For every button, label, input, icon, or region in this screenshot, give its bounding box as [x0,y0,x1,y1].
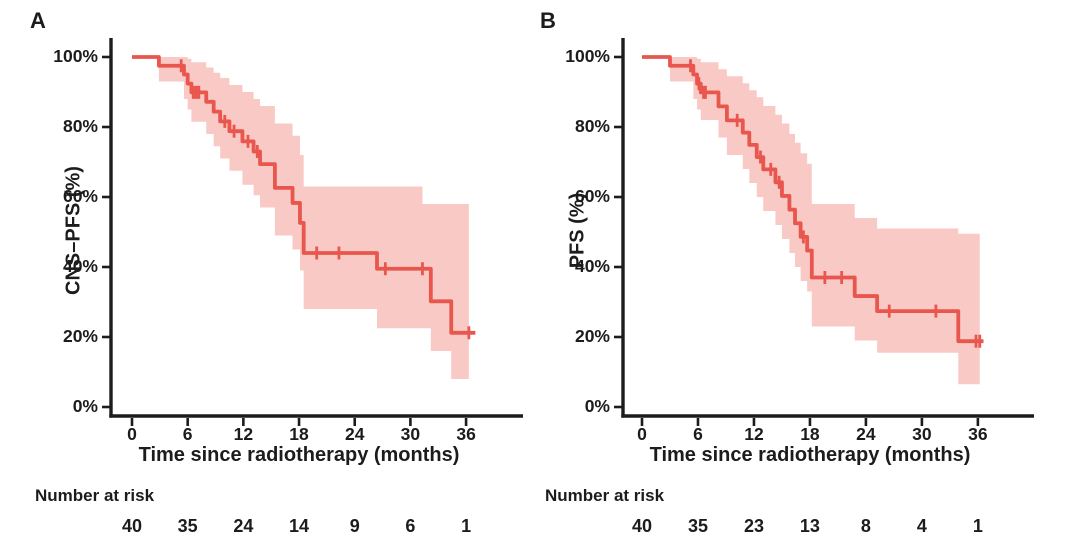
panel-a-letter: A [30,8,46,33]
x-tick-label: 12 [744,424,764,444]
y-tick-label: 100% [53,46,98,66]
km-plot-a [102,38,523,426]
x-tick-label: 6 [693,424,703,444]
risk-count: 35 [687,516,708,536]
y-tick-label: 60% [574,186,610,206]
confidence-band [669,57,980,385]
x-tick-label: 30 [400,424,421,444]
km-plot-b [614,38,1034,426]
x-tick-label: 36 [968,424,988,444]
risk-count: 23 [743,516,764,536]
risk-count: 35 [177,516,198,536]
risk-count: 13 [799,516,820,536]
km-panel-a: A CNS–PFS (%) Time since radiotherapy (m… [30,8,523,536]
panel-b-letter: B [540,8,556,33]
panel-b-risk-table-label: Number at risk [545,486,665,505]
y-tick-label: 0% [584,396,610,416]
x-tick-label: 30 [912,424,932,444]
risk-count: 1 [461,516,472,536]
y-tick-label: 40% [62,256,98,276]
km-panel-b: B PFS (%) Time since radiotherapy (month… [540,0,1080,551]
risk-count: 14 [289,516,310,536]
y-tick-label: 20% [62,326,98,346]
y-tick-label: 100% [565,46,610,66]
panel-a-x-axis-title: Time since radiotherapy (months) [138,444,460,466]
y-tick-label: 0% [72,396,98,416]
y-tick-label: 80% [62,116,98,136]
x-tick-label: 36 [456,424,476,444]
x-tick-label: 24 [344,424,365,444]
risk-count: 1 [972,516,983,536]
panel-a-y-axis-title: CNS–PFS (%) [62,166,85,295]
panel-a-risk-table-label: Number at risk [35,486,155,505]
x-tick-label: 18 [289,424,309,444]
risk-count: 40 [631,516,653,536]
risk-count: 6 [405,516,416,536]
confidence-band [158,57,469,379]
risk-count: 9 [349,516,360,536]
x-tick-label: 0 [127,424,137,444]
risk-count: 40 [121,516,143,536]
panel-b-y-axis-title: PFS (%) [566,192,589,269]
y-tick-label: 60% [62,186,98,206]
x-tick-label: 0 [637,424,647,444]
panel-b-x-axis-title: Time since radiotherapy (months) [649,444,971,466]
risk-count: 24 [233,516,254,536]
x-tick-label: 18 [800,424,820,444]
risk-count: 4 [916,516,927,536]
x-tick-label: 24 [856,424,876,444]
risk-count: 8 [860,516,871,536]
x-tick-label: 6 [182,424,193,444]
x-tick-label: 12 [233,424,254,444]
y-tick-label: 80% [574,116,610,136]
y-tick-label: 40% [574,256,610,276]
y-tick-label: 20% [574,326,610,346]
